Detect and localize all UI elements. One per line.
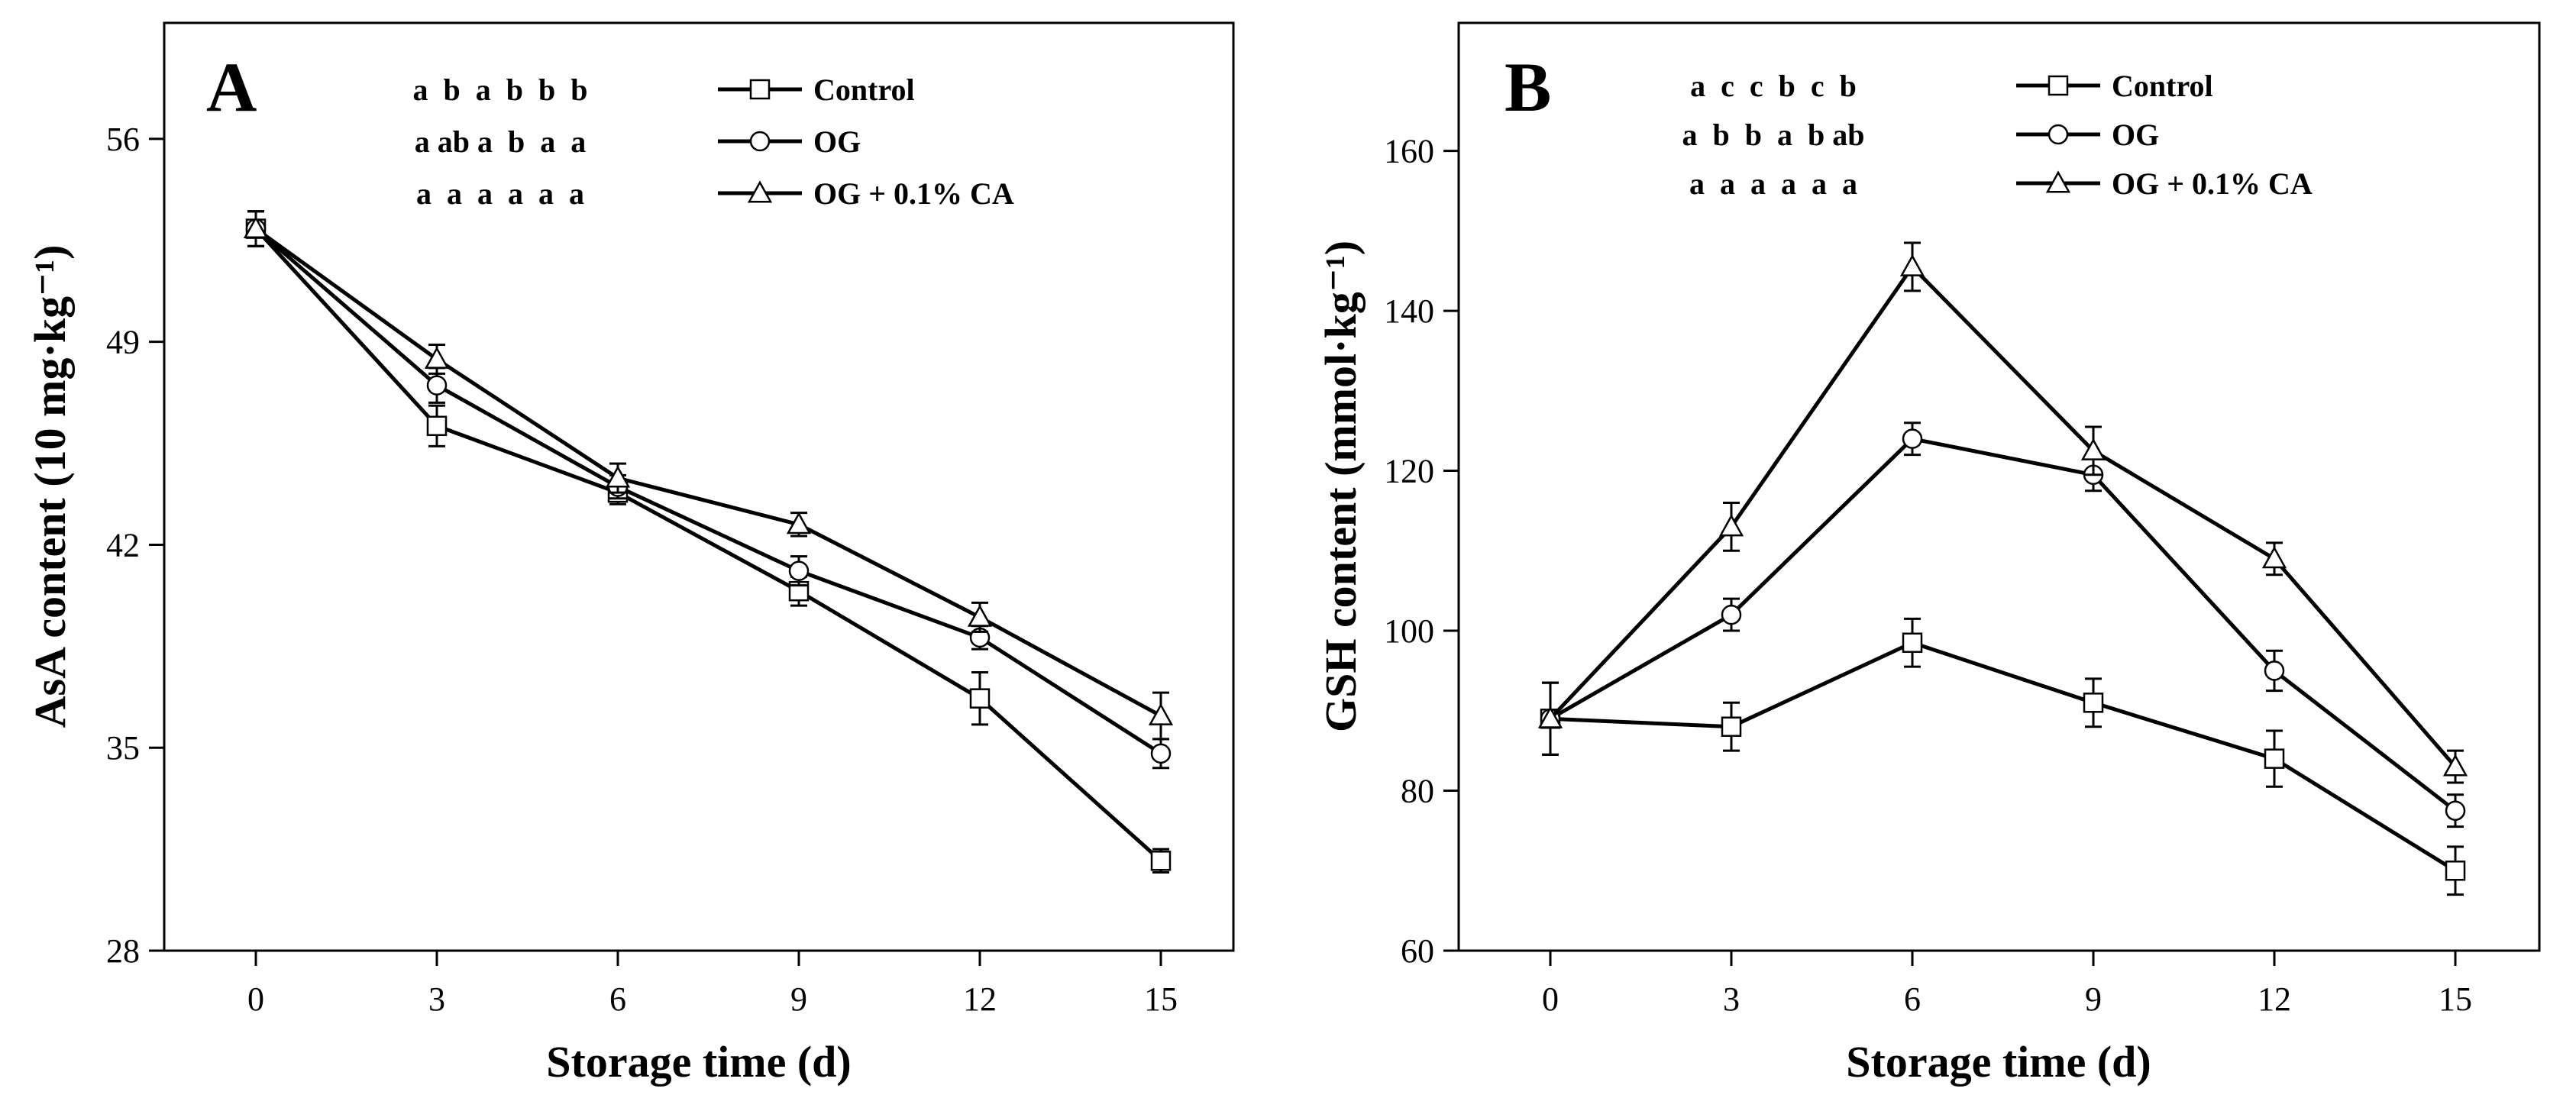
data-point-circle bbox=[1902, 428, 1923, 449]
plot-frame-b bbox=[1457, 21, 2541, 952]
legend-label: Control bbox=[813, 73, 915, 107]
data-point-square bbox=[1150, 851, 1172, 871]
panel-a: A Storage time (d) AsA content (10 mg·kg… bbox=[25, 21, 1235, 1087]
data-point-circle bbox=[1150, 743, 1172, 764]
x-tick-label: 6 bbox=[1904, 980, 1921, 1018]
data-point-triangle bbox=[1148, 702, 1174, 725]
series-line-triangle bbox=[1549, 264, 2457, 768]
data-point-circle bbox=[1721, 604, 1742, 625]
x-tick-label: 0 bbox=[247, 980, 264, 1018]
data-point-triangle bbox=[2261, 546, 2287, 569]
data-point-circle bbox=[426, 375, 448, 396]
series-line-circle bbox=[1549, 437, 2457, 812]
series-line-circle bbox=[254, 227, 1162, 755]
panel-letter-a: A bbox=[206, 48, 257, 126]
series-group-a bbox=[243, 210, 1174, 874]
legend-marker-circle bbox=[749, 131, 771, 152]
legend-marker-triangle bbox=[2045, 170, 2071, 193]
data-point-square bbox=[2445, 861, 2466, 881]
panel-b: B Storage time (d) GSH content (mmol·kg⁻… bbox=[1316, 21, 2541, 1087]
y-tick-label: 60 bbox=[1401, 932, 1434, 970]
y-tick-label: 160 bbox=[1384, 133, 1434, 170]
legend-marker-square bbox=[2048, 75, 2069, 96]
significance-letters: a ab a b a a bbox=[415, 124, 587, 159]
data-point-triangle bbox=[786, 512, 812, 535]
y-tick-label: 80 bbox=[1401, 773, 1434, 810]
data-point-square bbox=[2264, 748, 2285, 769]
y-tick-label: 140 bbox=[1384, 292, 1434, 330]
data-point-triangle bbox=[1899, 254, 1925, 276]
data-point-square bbox=[2083, 693, 2104, 713]
data-point-circle bbox=[2264, 660, 2285, 681]
x-tick-label: 15 bbox=[2439, 980, 2472, 1018]
legend-label: OG + 0.1% CA bbox=[813, 176, 1014, 211]
legend-marker-square bbox=[749, 79, 771, 100]
y-tick-label: 42 bbox=[106, 526, 140, 564]
significance-letters: a b b a b ab bbox=[1682, 118, 1865, 152]
data-point-square bbox=[969, 688, 991, 709]
y-tick-label: 120 bbox=[1384, 453, 1434, 490]
x-tick-label: 9 bbox=[790, 980, 807, 1018]
legend-label: OG bbox=[2112, 118, 2159, 152]
y-axis-title-a: AsA content (10 mg·kg⁻¹) bbox=[25, 245, 75, 728]
legend-marker-triangle bbox=[747, 180, 773, 203]
y-tick-label: 49 bbox=[106, 324, 140, 361]
legend-b: a c c b c b Control a b b a b ab OG a a a a … bbox=[1682, 69, 2313, 201]
legend-label: Control bbox=[2112, 69, 2213, 103]
panel-letter-b: B bbox=[1505, 48, 1551, 126]
data-point-triangle bbox=[424, 346, 450, 369]
data-point-triangle bbox=[1718, 514, 1744, 537]
x-axis-title-a: Storage time (d) bbox=[546, 1037, 851, 1087]
axis-ticks-a: 28 35 42 49 56 0 3 6 9 12 15 bbox=[106, 121, 1178, 1018]
significance-letters: a a a a a a bbox=[416, 176, 584, 211]
significance-letters: a a a a a a bbox=[1689, 166, 1857, 201]
data-point-circle bbox=[2445, 800, 2466, 821]
y-tick-label: 56 bbox=[106, 121, 140, 158]
x-tick-label: 0 bbox=[1542, 980, 1559, 1018]
series-group-b bbox=[1537, 241, 2468, 896]
legend-label: OG + 0.1% CA bbox=[2112, 166, 2313, 201]
data-point-square bbox=[426, 415, 448, 437]
y-tick-label: 100 bbox=[1384, 612, 1434, 650]
x-tick-label: 15 bbox=[1144, 980, 1178, 1018]
x-tick-label: 3 bbox=[1723, 980, 1740, 1018]
legend-marker-circle bbox=[2048, 124, 2069, 145]
x-axis-title-b: Storage time (d) bbox=[1846, 1037, 2151, 1087]
y-tick-label: 35 bbox=[106, 729, 140, 767]
series-line-square bbox=[1550, 641, 2457, 873]
data-point-triangle bbox=[967, 604, 993, 627]
axis-ticks-b: 60 80 100 120 140 160 0 3 6 9 12 15 bbox=[1384, 133, 2472, 1018]
data-point-triangle bbox=[243, 216, 269, 239]
data-point-triangle bbox=[605, 465, 631, 488]
y-axis-title-b: GSH content (mmol·kg⁻¹) bbox=[1316, 241, 1366, 732]
data-point-square bbox=[1902, 632, 1923, 653]
data-point-triangle bbox=[2080, 438, 2106, 460]
x-tick-label: 9 bbox=[2085, 980, 2102, 1018]
data-point-circle bbox=[788, 560, 810, 581]
legend-a: a b a b b b Control a ab a b a a OG a a a a … bbox=[413, 73, 1014, 211]
series-line-square bbox=[254, 227, 1162, 863]
data-point-triangle bbox=[1537, 706, 1563, 728]
x-tick-label: 6 bbox=[609, 980, 626, 1018]
plot-frame-a bbox=[163, 21, 1235, 952]
x-tick-label: 12 bbox=[963, 980, 997, 1018]
significance-letters: a b a b b b bbox=[413, 73, 588, 107]
data-point-triangle bbox=[2442, 754, 2468, 777]
legend-label: OG bbox=[813, 124, 861, 159]
series-line-triangle bbox=[254, 227, 1162, 718]
y-tick-label: 28 bbox=[106, 932, 140, 970]
data-point-square bbox=[1721, 716, 1742, 737]
x-tick-label: 12 bbox=[2258, 980, 2291, 1018]
x-tick-label: 3 bbox=[428, 980, 445, 1018]
significance-letters: a c c b c b bbox=[1690, 69, 1857, 103]
